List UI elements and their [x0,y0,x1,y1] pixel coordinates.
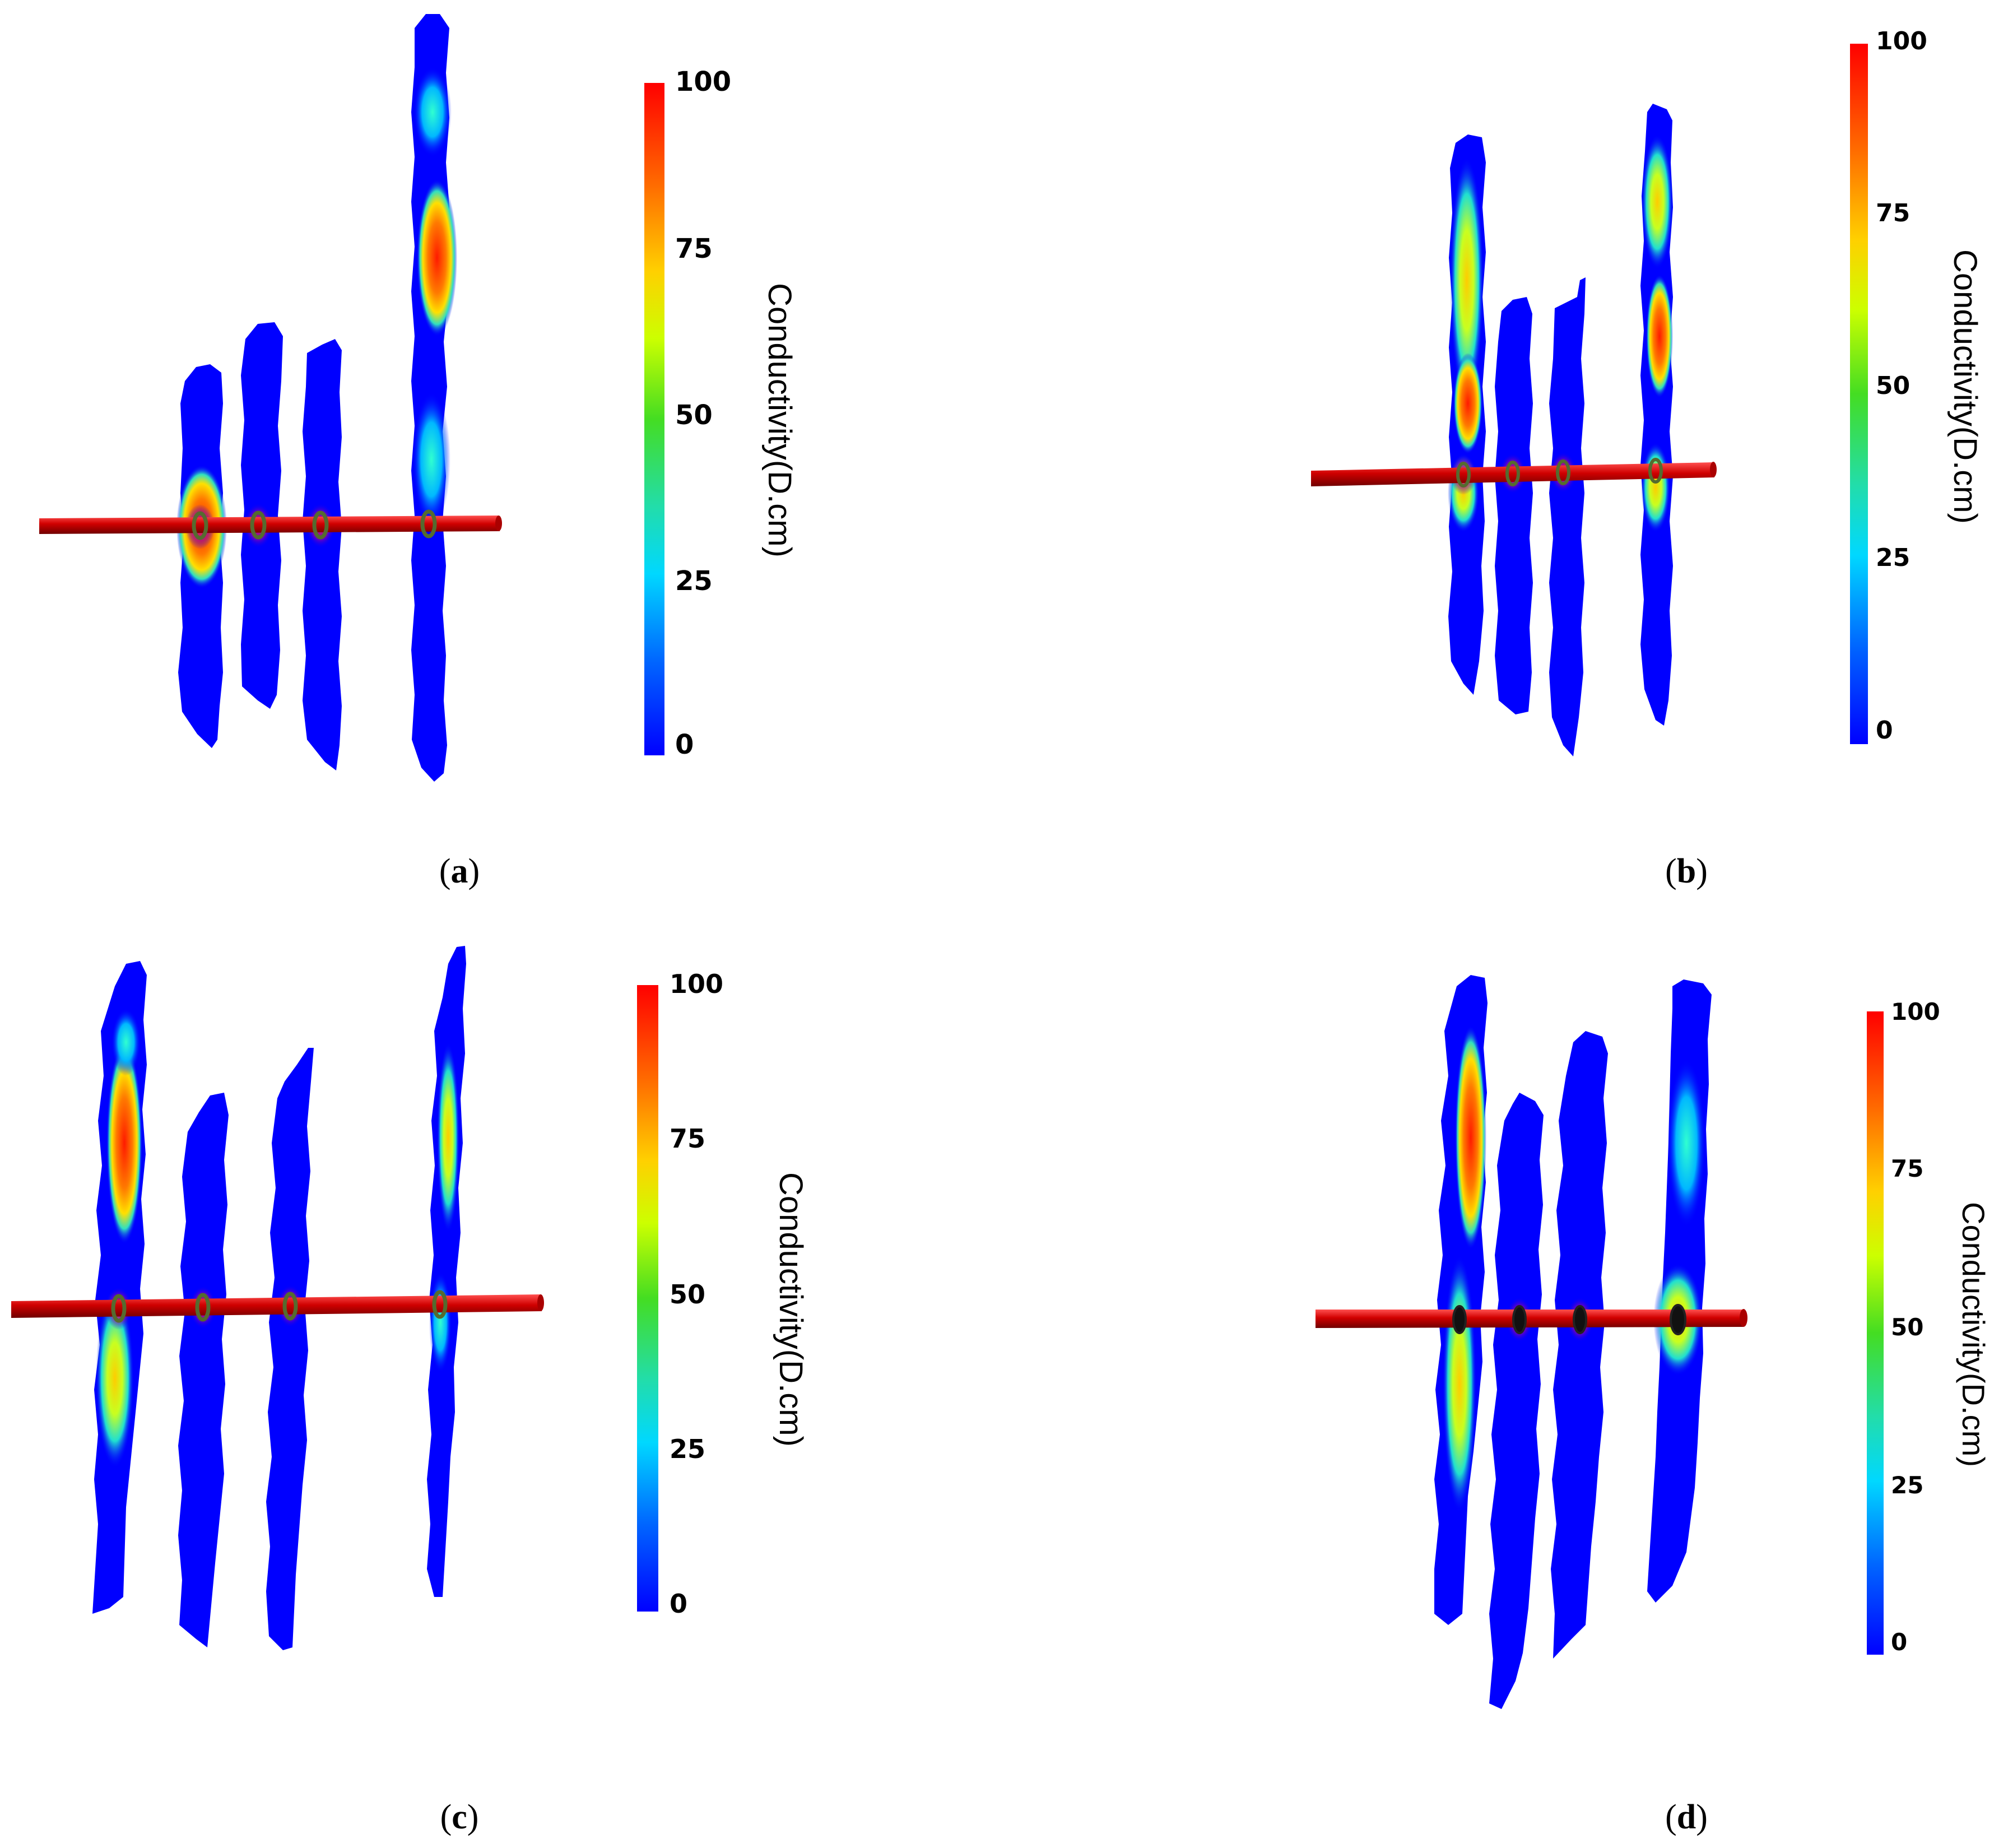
colorbar-gradient [644,83,664,755]
fracture-d2 [1489,1093,1544,1709]
colorbar-title: Conductivity(D.cm) [1956,1202,1991,1467]
perforation-ring [432,1290,448,1319]
hotspot [1667,1059,1705,1227]
panel-c: 100 75 50 25 0 Conductivity(D.cm) [11,946,809,1650]
tick-label: 100 [1891,998,1940,1025]
caption-b-letter: b [1676,852,1696,890]
colorbar-gradient [1867,1011,1884,1655]
tick-label: 50 [1876,372,1910,400]
colorbar-title: Conductivity(D.cm) [1947,249,1983,524]
wellbore-d [1316,1310,1744,1328]
perforation-ring [1556,459,1570,485]
hotspot [1443,1255,1476,1513]
colorbar-b: 100 75 50 25 0 Conductivity(D.cm) [1850,27,1983,745]
hotspot [111,1009,141,1076]
caption-a-letter: a [450,852,468,890]
perforation-ring [111,1294,127,1323]
hotspot [1453,353,1482,454]
wellbore-end [537,1294,544,1311]
colorbar-gradient [1850,44,1868,744]
panel-a: 100 75 50 25 0 Conductivity(D.cm) [39,14,798,782]
wellbore-end [495,516,502,531]
tick-label: 25 [1891,1471,1923,1499]
fracture-b2 [1495,297,1533,714]
perforation-ring [192,511,208,540]
caption-b: (b) [1665,852,1708,890]
hotspot [106,1042,142,1244]
tick-label: 100 [670,969,723,999]
perforation-ring [1670,1304,1686,1335]
tick-label: 25 [670,1434,705,1464]
perforation-ring [1512,1305,1527,1334]
wellbore-b [1311,462,1714,486]
tick-label: 75 [675,233,713,264]
hotspot [1641,443,1670,532]
colorbar-title: Conductivity(D.cm) [773,1172,809,1447]
perforation-ring [250,510,267,540]
wellbore-a [39,516,500,534]
tick-label: 50 [675,400,713,431]
perforation-ring [1452,1305,1467,1334]
tick-label: 0 [670,1589,687,1619]
tick-label: 50 [1891,1313,1923,1341]
caption-d-letter: d [1676,1798,1696,1836]
hotspot [412,392,450,527]
tick-label: 25 [675,565,713,597]
wellbore-c [11,1294,542,1318]
colorbar-gradient [637,985,658,1612]
tick-label: 75 [1876,199,1910,227]
tick-label: 25 [1876,544,1910,572]
perforation-ring [1456,462,1471,487]
wellbore-end [1710,462,1717,477]
hotspot [437,1042,459,1233]
wellbore-end [1740,1309,1747,1327]
panel-b: 100 75 50 25 0 Conductivity(D.cm) [1311,27,1983,756]
caption-d: (d) [1665,1798,1708,1836]
hotspot [1450,157,1484,403]
fracture-c3 [266,1048,314,1650]
hotspot [413,67,452,157]
perforation-ring [1505,461,1520,486]
tick-label: 0 [675,729,694,760]
tick-label: 50 [670,1279,705,1310]
perforation-ring [282,1292,298,1321]
hotspot [1455,1025,1486,1250]
tick-label: 100 [675,66,731,97]
tick-label: 0 [1876,716,1893,745]
caption-a: (a) [439,852,480,890]
fracture-b3 [1549,277,1586,756]
hotspot [429,1272,452,1373]
tick-label: 75 [1891,1155,1923,1182]
hotspot [1646,275,1673,398]
colorbar-a: 100 75 50 25 0 Conductivity(D.cm) [644,66,798,760]
perforation-ring [195,1293,211,1322]
perforation-ring [312,510,329,540]
tick-label: 0 [1891,1628,1907,1656]
perforation-ring [1648,458,1663,484]
colorbar-title: Conductivity(D.cm) [761,283,798,558]
tick-label: 100 [1876,27,1927,55]
hotspot [96,1289,134,1468]
fracture-d3 [1551,1031,1608,1659]
hotspot [417,179,457,336]
perforation-ring [1573,1305,1587,1334]
fracture-a3 [303,339,342,770]
panel-d: 100 75 50 25 0 Conductivity(D.cm) [1316,975,1991,1709]
caption-c: (c) [440,1798,479,1836]
colorbar-d: 100 75 50 25 0 Conductivity(D.cm) [1867,998,1991,1656]
hotspot [1642,134,1673,269]
tick-label: 75 [670,1123,705,1154]
perforation-ring [420,509,437,538]
colorbar-c: 100 75 50 25 0 Conductivity(D.cm) [637,969,809,1619]
fracture-c2 [178,1093,229,1647]
caption-c-letter: c [452,1798,467,1836]
